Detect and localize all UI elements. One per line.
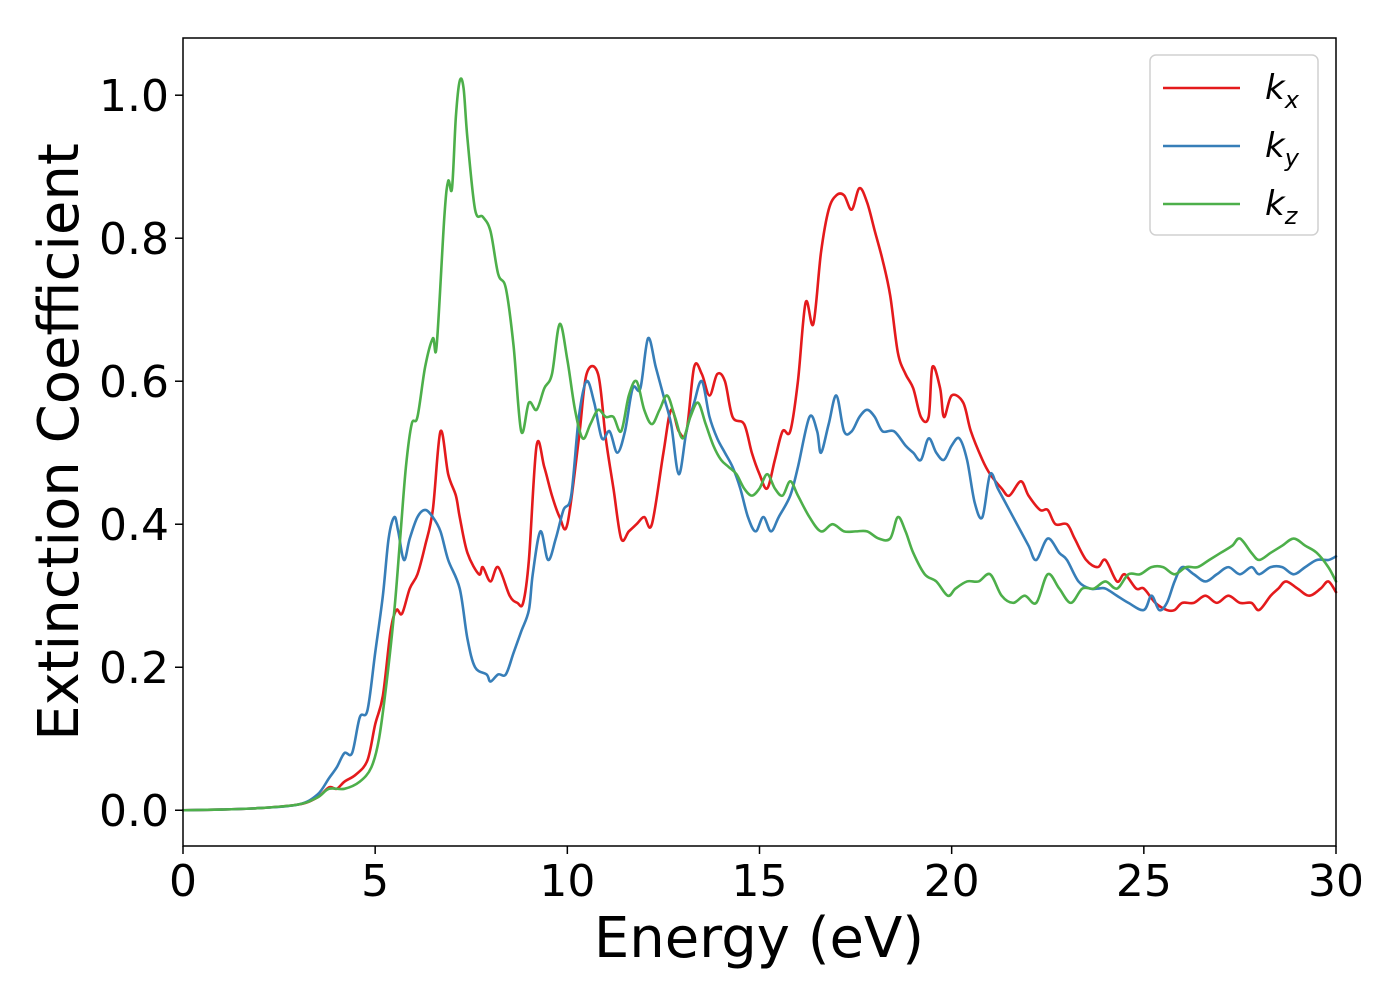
y-tick-label: 0.4	[99, 500, 169, 551]
x-axis-label: Energy (eV)	[594, 906, 924, 971]
series-line-kx	[181, 186, 1338, 812]
series-line-kz	[181, 77, 1338, 812]
x-tick-label: 30	[1308, 856, 1364, 907]
y-tick-label: 0.6	[99, 357, 169, 408]
plot-area	[183, 38, 1336, 846]
x-tick-label: 0	[169, 856, 197, 907]
y-axis-label: Extinction Coefficient	[27, 143, 92, 741]
y-tick-label: 0.2	[99, 643, 169, 694]
x-tick-label: 25	[1116, 856, 1172, 907]
y-tick-label: 0.0	[99, 786, 169, 837]
y-axis: 0.0 0.2 0.4 0.6 0.8 1.0	[99, 71, 183, 837]
x-tick-label: 15	[732, 856, 788, 907]
series-layer	[181, 77, 1338, 812]
y-tick-label: 1.0	[99, 71, 169, 122]
legend-label-ky: ky	[1265, 126, 1300, 172]
y-tick-label: 0.8	[99, 214, 169, 265]
series-line-ky	[181, 336, 1338, 812]
x-axis: 0 5 10 15 20 25 30	[169, 846, 1364, 907]
x-tick-label: 5	[361, 856, 389, 907]
x-tick-label: 20	[924, 856, 980, 907]
x-tick-label: 10	[539, 856, 595, 907]
